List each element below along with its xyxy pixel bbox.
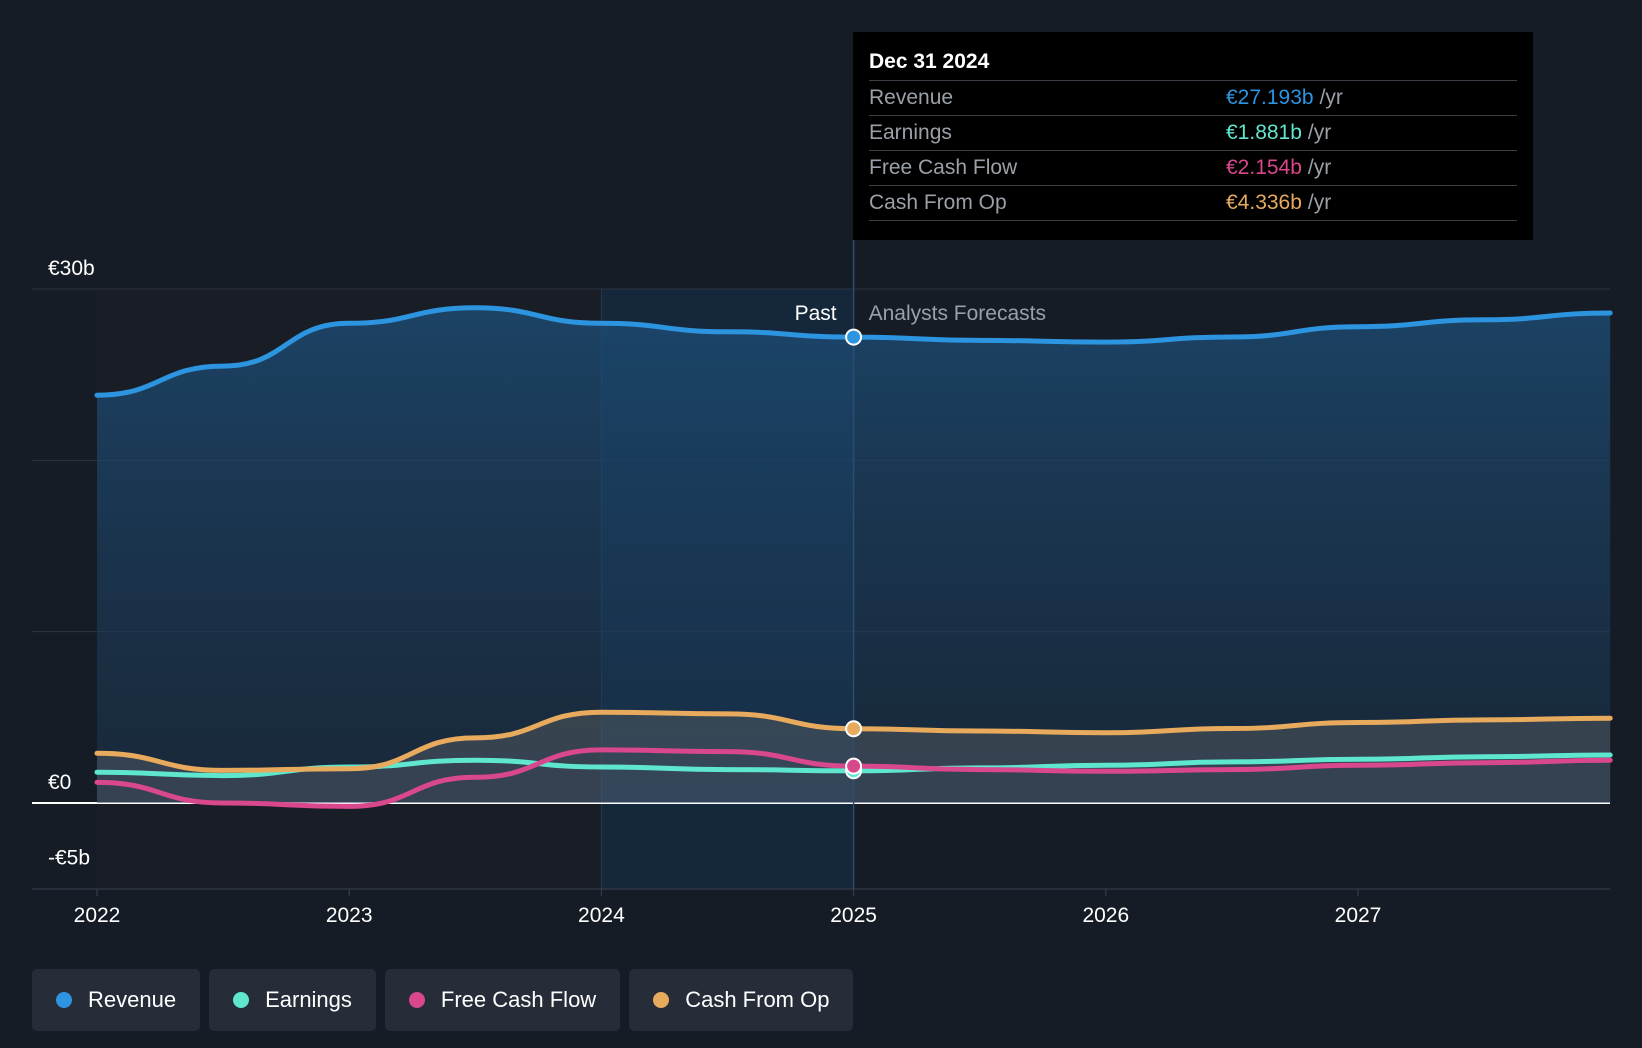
legend-dot-icon bbox=[408, 992, 425, 1008]
tooltip-row-label: Earnings bbox=[869, 121, 952, 144]
legend-label: Free Cash Flow bbox=[440, 987, 597, 1012]
tooltip-row-unit: /yr bbox=[1307, 156, 1332, 179]
tooltip-row-free-cash-flow: Free Cash Flow €2.154b /yr bbox=[869, 151, 1517, 186]
past-label: Past bbox=[795, 302, 837, 325]
tooltip-row-earnings: Earnings €1.881b /yr bbox=[869, 116, 1517, 151]
x-tick-label: 2024 bbox=[578, 904, 625, 927]
legend-item-revenue[interactable]: Revenue bbox=[32, 969, 201, 1031]
tooltip-row-value: €2.154b bbox=[1226, 156, 1302, 179]
y-axis-label: €30b bbox=[48, 257, 95, 280]
tooltip-row-unit: /yr bbox=[1319, 86, 1343, 109]
marker-revenue bbox=[845, 328, 863, 346]
tooltip-row-revenue: Revenue €27.193b /yr bbox=[869, 81, 1517, 116]
tooltip-date: Dec 31 2024 bbox=[869, 46, 1517, 81]
tooltip-row-label: Revenue bbox=[869, 86, 954, 109]
legend-dot-icon bbox=[233, 992, 250, 1008]
legend-label: Earnings bbox=[265, 987, 352, 1012]
forecast-label: Analysts Forecasts bbox=[869, 302, 1046, 325]
tooltip: Dec 31 2024 Revenue €27.193b /yr Earning… bbox=[853, 32, 1533, 240]
legend-label: Cash From Op bbox=[685, 987, 830, 1012]
legend-label: Revenue bbox=[88, 987, 177, 1012]
tooltip-row-label: Free Cash Flow bbox=[869, 156, 1018, 179]
legend-item-earnings[interactable]: Earnings bbox=[209, 969, 376, 1031]
legend-dot-icon bbox=[56, 992, 72, 1008]
tooltip-row-value: €4.336b bbox=[1226, 191, 1302, 214]
legend-dot-icon bbox=[653, 992, 670, 1008]
marker-cash-from-op bbox=[845, 720, 863, 738]
tooltip-row-unit: /yr bbox=[1307, 121, 1332, 144]
tooltip-row-cash-from-op: Cash From Op €4.336b /yr bbox=[869, 186, 1517, 221]
x-tick-label: 2027 bbox=[1335, 904, 1382, 927]
tooltip-row-value: €27.193b bbox=[1226, 86, 1314, 109]
x-tick-label: 2026 bbox=[1082, 904, 1129, 927]
legend-item-free-cash-flow[interactable]: Free Cash Flow bbox=[384, 969, 621, 1031]
x-tick-label: 2023 bbox=[326, 904, 373, 927]
tooltip-row-unit: /yr bbox=[1307, 191, 1332, 214]
legend: Revenue Earnings Free Cash Flow Cash Fro… bbox=[32, 969, 854, 1031]
x-tick-label: 2025 bbox=[830, 904, 877, 927]
y-axis-label: -€5b bbox=[48, 847, 90, 870]
tooltip-row-value: €1.881b bbox=[1226, 121, 1302, 144]
legend-item-cash-from-op[interactable]: Cash From Op bbox=[629, 969, 854, 1031]
y-axis-label: €0 bbox=[48, 771, 71, 794]
x-tick-label: 2022 bbox=[74, 904, 121, 927]
tooltip-row-label: Cash From Op bbox=[869, 191, 1007, 214]
marker-free-cash-flow bbox=[845, 757, 863, 775]
